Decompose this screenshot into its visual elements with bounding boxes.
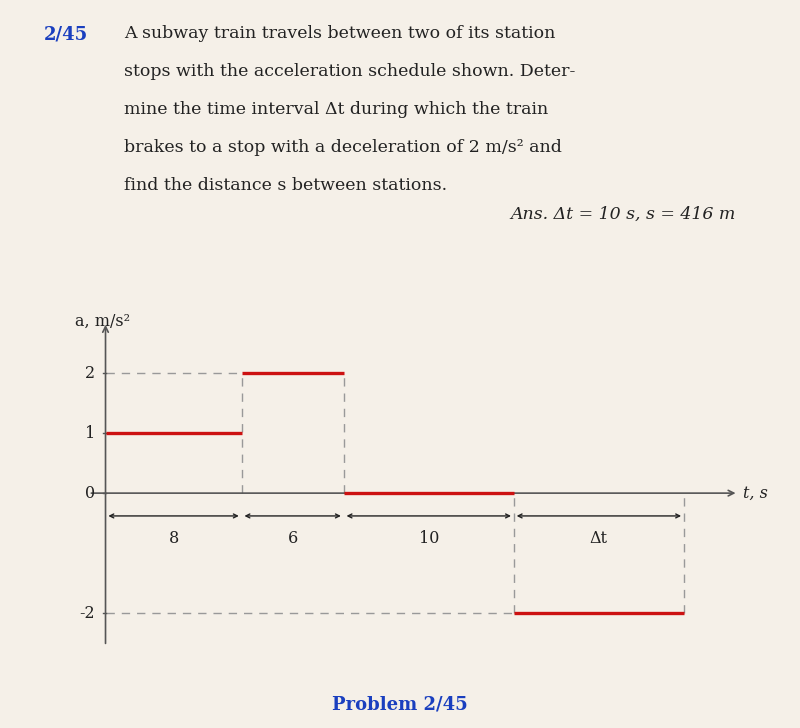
Text: mine the time interval Δt during which the train: mine the time interval Δt during which t… <box>124 101 548 118</box>
Text: 10: 10 <box>418 530 439 547</box>
Text: -2: -2 <box>80 605 95 622</box>
Text: Δt: Δt <box>590 530 608 547</box>
Text: find the distance s between stations.: find the distance s between stations. <box>124 177 447 194</box>
Text: a, m/s²: a, m/s² <box>75 313 130 330</box>
Text: 2: 2 <box>85 365 95 381</box>
Text: brakes to a stop with a deceleration of 2 m/s² and: brakes to a stop with a deceleration of … <box>124 139 562 156</box>
Text: 1: 1 <box>85 424 95 442</box>
Text: 8: 8 <box>169 530 178 547</box>
Text: 6: 6 <box>287 530 298 547</box>
Text: Problem 2/45: Problem 2/45 <box>332 695 468 713</box>
Text: Ans. Δt = 10 s, s = 416 m: Ans. Δt = 10 s, s = 416 m <box>510 206 736 223</box>
Text: 0: 0 <box>85 485 95 502</box>
Text: t, s: t, s <box>743 485 768 502</box>
Text: A subway train travels between two of its station: A subway train travels between two of it… <box>124 25 555 42</box>
Text: 2/45: 2/45 <box>44 25 88 44</box>
Text: stops with the acceleration schedule shown. Deter-: stops with the acceleration schedule sho… <box>124 63 575 80</box>
